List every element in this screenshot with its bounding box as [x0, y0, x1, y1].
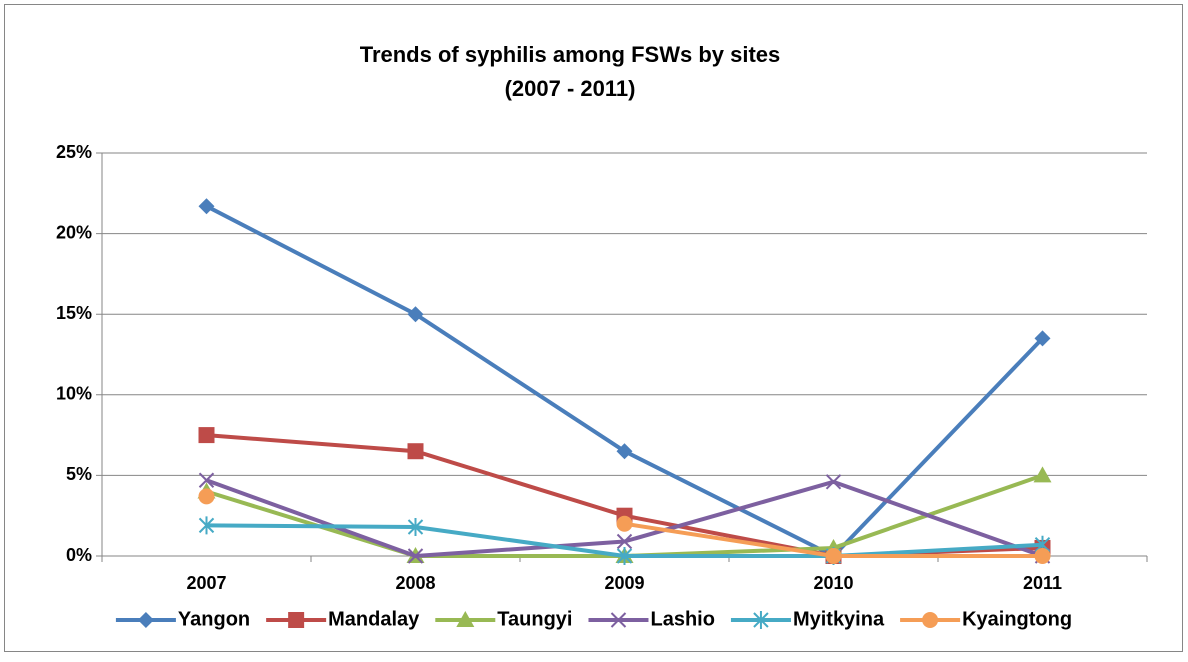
- legend-label: Yangon: [178, 608, 250, 630]
- marker: [753, 611, 769, 629]
- marker: [198, 472, 215, 488]
- chart-subtitle: (2007 - 2011): [505, 76, 636, 101]
- marker: [198, 488, 215, 505]
- chart-title: Trends of syphilis among FSWs by sites: [360, 42, 781, 67]
- marker: [922, 612, 939, 628]
- marker: [825, 474, 842, 490]
- x-tick-label: 2009: [604, 573, 644, 593]
- x-tick-label: 2010: [813, 573, 853, 593]
- marker: [198, 427, 215, 444]
- legend-label: Lashio: [650, 608, 714, 630]
- x-tick-label: 2008: [395, 573, 435, 593]
- y-tick-label: 15%: [56, 303, 92, 323]
- y-tick-label: 25%: [56, 142, 92, 162]
- marker: [407, 306, 424, 323]
- marker: [825, 548, 842, 564]
- marker: [456, 611, 475, 627]
- legend-label: Taungyi: [497, 608, 572, 630]
- x-tick-label: 2007: [186, 573, 226, 593]
- y-tick-label: 0%: [66, 545, 92, 565]
- y-tick-label: 20%: [56, 222, 92, 242]
- marker: [616, 443, 633, 460]
- marker: [1034, 548, 1051, 564]
- marker: [616, 533, 633, 550]
- marker: [407, 548, 424, 564]
- legend-label: Mandalay: [328, 608, 420, 630]
- marker: [198, 198, 215, 215]
- marker: [616, 547, 633, 565]
- x-tick-label: 2011: [1023, 573, 1062, 593]
- marker: [407, 443, 424, 460]
- marker: [1033, 466, 1052, 483]
- marker: [610, 612, 627, 628]
- marker: [198, 516, 215, 535]
- marker: [616, 515, 633, 532]
- marker: [407, 517, 424, 536]
- marker: [137, 612, 154, 628]
- y-tick-label: 5%: [66, 464, 92, 484]
- legend-label: Myitkyina: [793, 608, 885, 630]
- marker: [1034, 330, 1051, 347]
- legend-label: Kyaingtong: [962, 608, 1072, 630]
- legend: Yangon Mandalay Taungyi Lashio Myitkyina Kyai…: [115, 608, 1072, 630]
- marker: [288, 612, 305, 628]
- y-tick-label: 10%: [56, 384, 92, 404]
